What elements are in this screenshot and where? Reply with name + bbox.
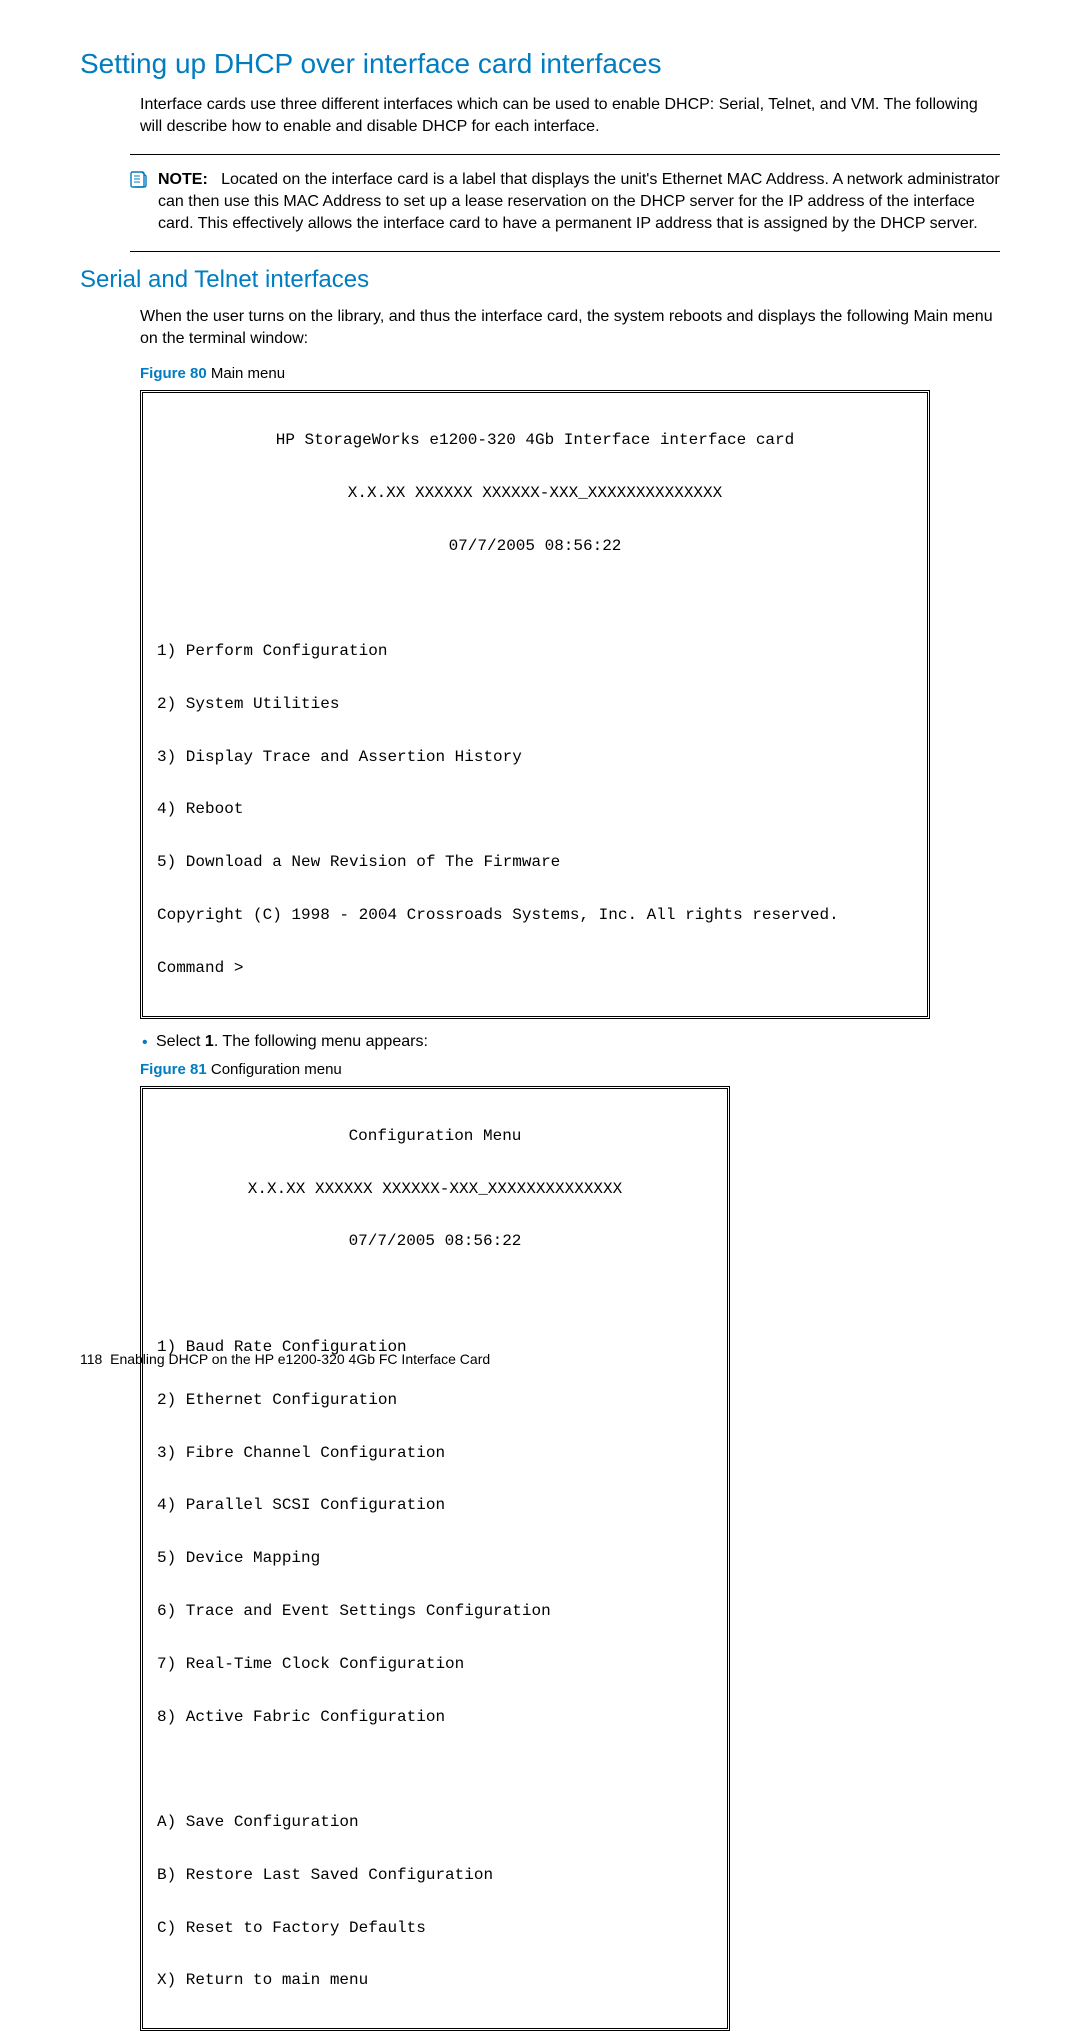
figure-81-label: Figure 81	[140, 1061, 207, 1078]
terminal1-blank	[157, 585, 913, 611]
figure-80-title: Main menu	[207, 365, 285, 382]
terminal2-header2: X.X.XX XXXXXX XXXXXX-XXX_XXXXXXXXXXXXXX	[157, 1176, 713, 1202]
sub-heading: Serial and Telnet interfaces	[80, 266, 1000, 294]
terminal1-item2: 2) System Utilities	[157, 691, 913, 717]
note-body: Located on the interface card is a label…	[158, 171, 1000, 232]
bullet-suffix: . The following menu appears:	[214, 1033, 428, 1050]
terminal2-header3: 07/7/2005 08:56:22	[157, 1228, 713, 1254]
divider-top	[130, 154, 1000, 155]
main-menu-terminal: HP StorageWorks e1200-320 4Gb Interface …	[140, 390, 930, 1019]
terminal2-blank1	[157, 1281, 713, 1307]
terminal2-item5: 5) Device Mapping	[157, 1545, 713, 1571]
bullet-select-1: • Select 1. The following menu appears:	[156, 1033, 1000, 1051]
terminal2-item7: 7) Real-Time Clock Configuration	[157, 1651, 713, 1677]
footer-page-number: 118	[80, 1351, 102, 1367]
note-block: NOTE: Located on the interface card is a…	[130, 169, 1000, 235]
terminal2-itemX: X) Return to main menu	[157, 1967, 713, 1993]
bullet-icon: •	[142, 1034, 148, 1052]
terminal2-item2: 2) Ethernet Configuration	[157, 1387, 713, 1413]
terminal1-header2: X.X.XX XXXXXX XXXXXX-XXX_XXXXXXXXXXXXXX	[157, 480, 913, 506]
terminal1-item5: 5) Download a New Revision of The Firmwa…	[157, 849, 913, 875]
bullet-bold: 1	[205, 1033, 214, 1050]
note-icon	[130, 171, 148, 189]
terminal1-prompt: Command >	[157, 955, 913, 981]
note-label: NOTE:	[158, 171, 208, 188]
terminal1-item1: 1) Perform Configuration	[157, 638, 913, 664]
figure-81-caption: Figure 81 Configuration menu	[140, 1061, 1000, 1078]
figure-80-label: Figure 80	[140, 365, 207, 382]
figure-80-caption: Figure 80 Main menu	[140, 365, 1000, 382]
terminal1-header1: HP StorageWorks e1200-320 4Gb Interface …	[157, 427, 913, 453]
serial-paragraph: When the user turns on the library, and …	[140, 306, 1000, 350]
terminal2-header1: Configuration Menu	[157, 1123, 713, 1149]
terminal2-itemB: B) Restore Last Saved Configuration	[157, 1862, 713, 1888]
terminal1-copyright: Copyright (C) 1998 - 2004 Crossroads Sys…	[157, 902, 913, 928]
terminal2-item3: 3) Fibre Channel Configuration	[157, 1440, 713, 1466]
footer-text: Enabling DHCP on the HP e1200-320 4Gb FC…	[110, 1351, 490, 1367]
intro-paragraph: Interface cards use three different inte…	[140, 94, 1000, 138]
terminal2-blank2	[157, 1756, 713, 1782]
terminal1-header3: 07/7/2005 08:56:22	[157, 533, 913, 559]
config-menu-terminal: Configuration Menu X.X.XX XXXXXX XXXXXX-…	[140, 1086, 730, 2031]
bullet-prefix: Select	[156, 1033, 205, 1050]
main-heading: Setting up DHCP over interface card inte…	[80, 48, 1000, 80]
page-footer: 118 Enabling DHCP on the HP e1200-320 4G…	[80, 1351, 490, 1367]
terminal1-item3: 3) Display Trace and Assertion History	[157, 744, 913, 770]
terminal1-item4: 4) Reboot	[157, 796, 913, 822]
note-text: NOTE: Located on the interface card is a…	[158, 169, 1000, 235]
terminal2-item6: 6) Trace and Event Settings Configuratio…	[157, 1598, 713, 1624]
terminal2-itemC: C) Reset to Factory Defaults	[157, 1915, 713, 1941]
terminal2-item4: 4) Parallel SCSI Configuration	[157, 1492, 713, 1518]
figure-81-title: Configuration menu	[207, 1061, 342, 1078]
terminal2-item8: 8) Active Fabric Configuration	[157, 1704, 713, 1730]
divider-bottom	[130, 251, 1000, 252]
terminal2-itemA: A) Save Configuration	[157, 1809, 713, 1835]
